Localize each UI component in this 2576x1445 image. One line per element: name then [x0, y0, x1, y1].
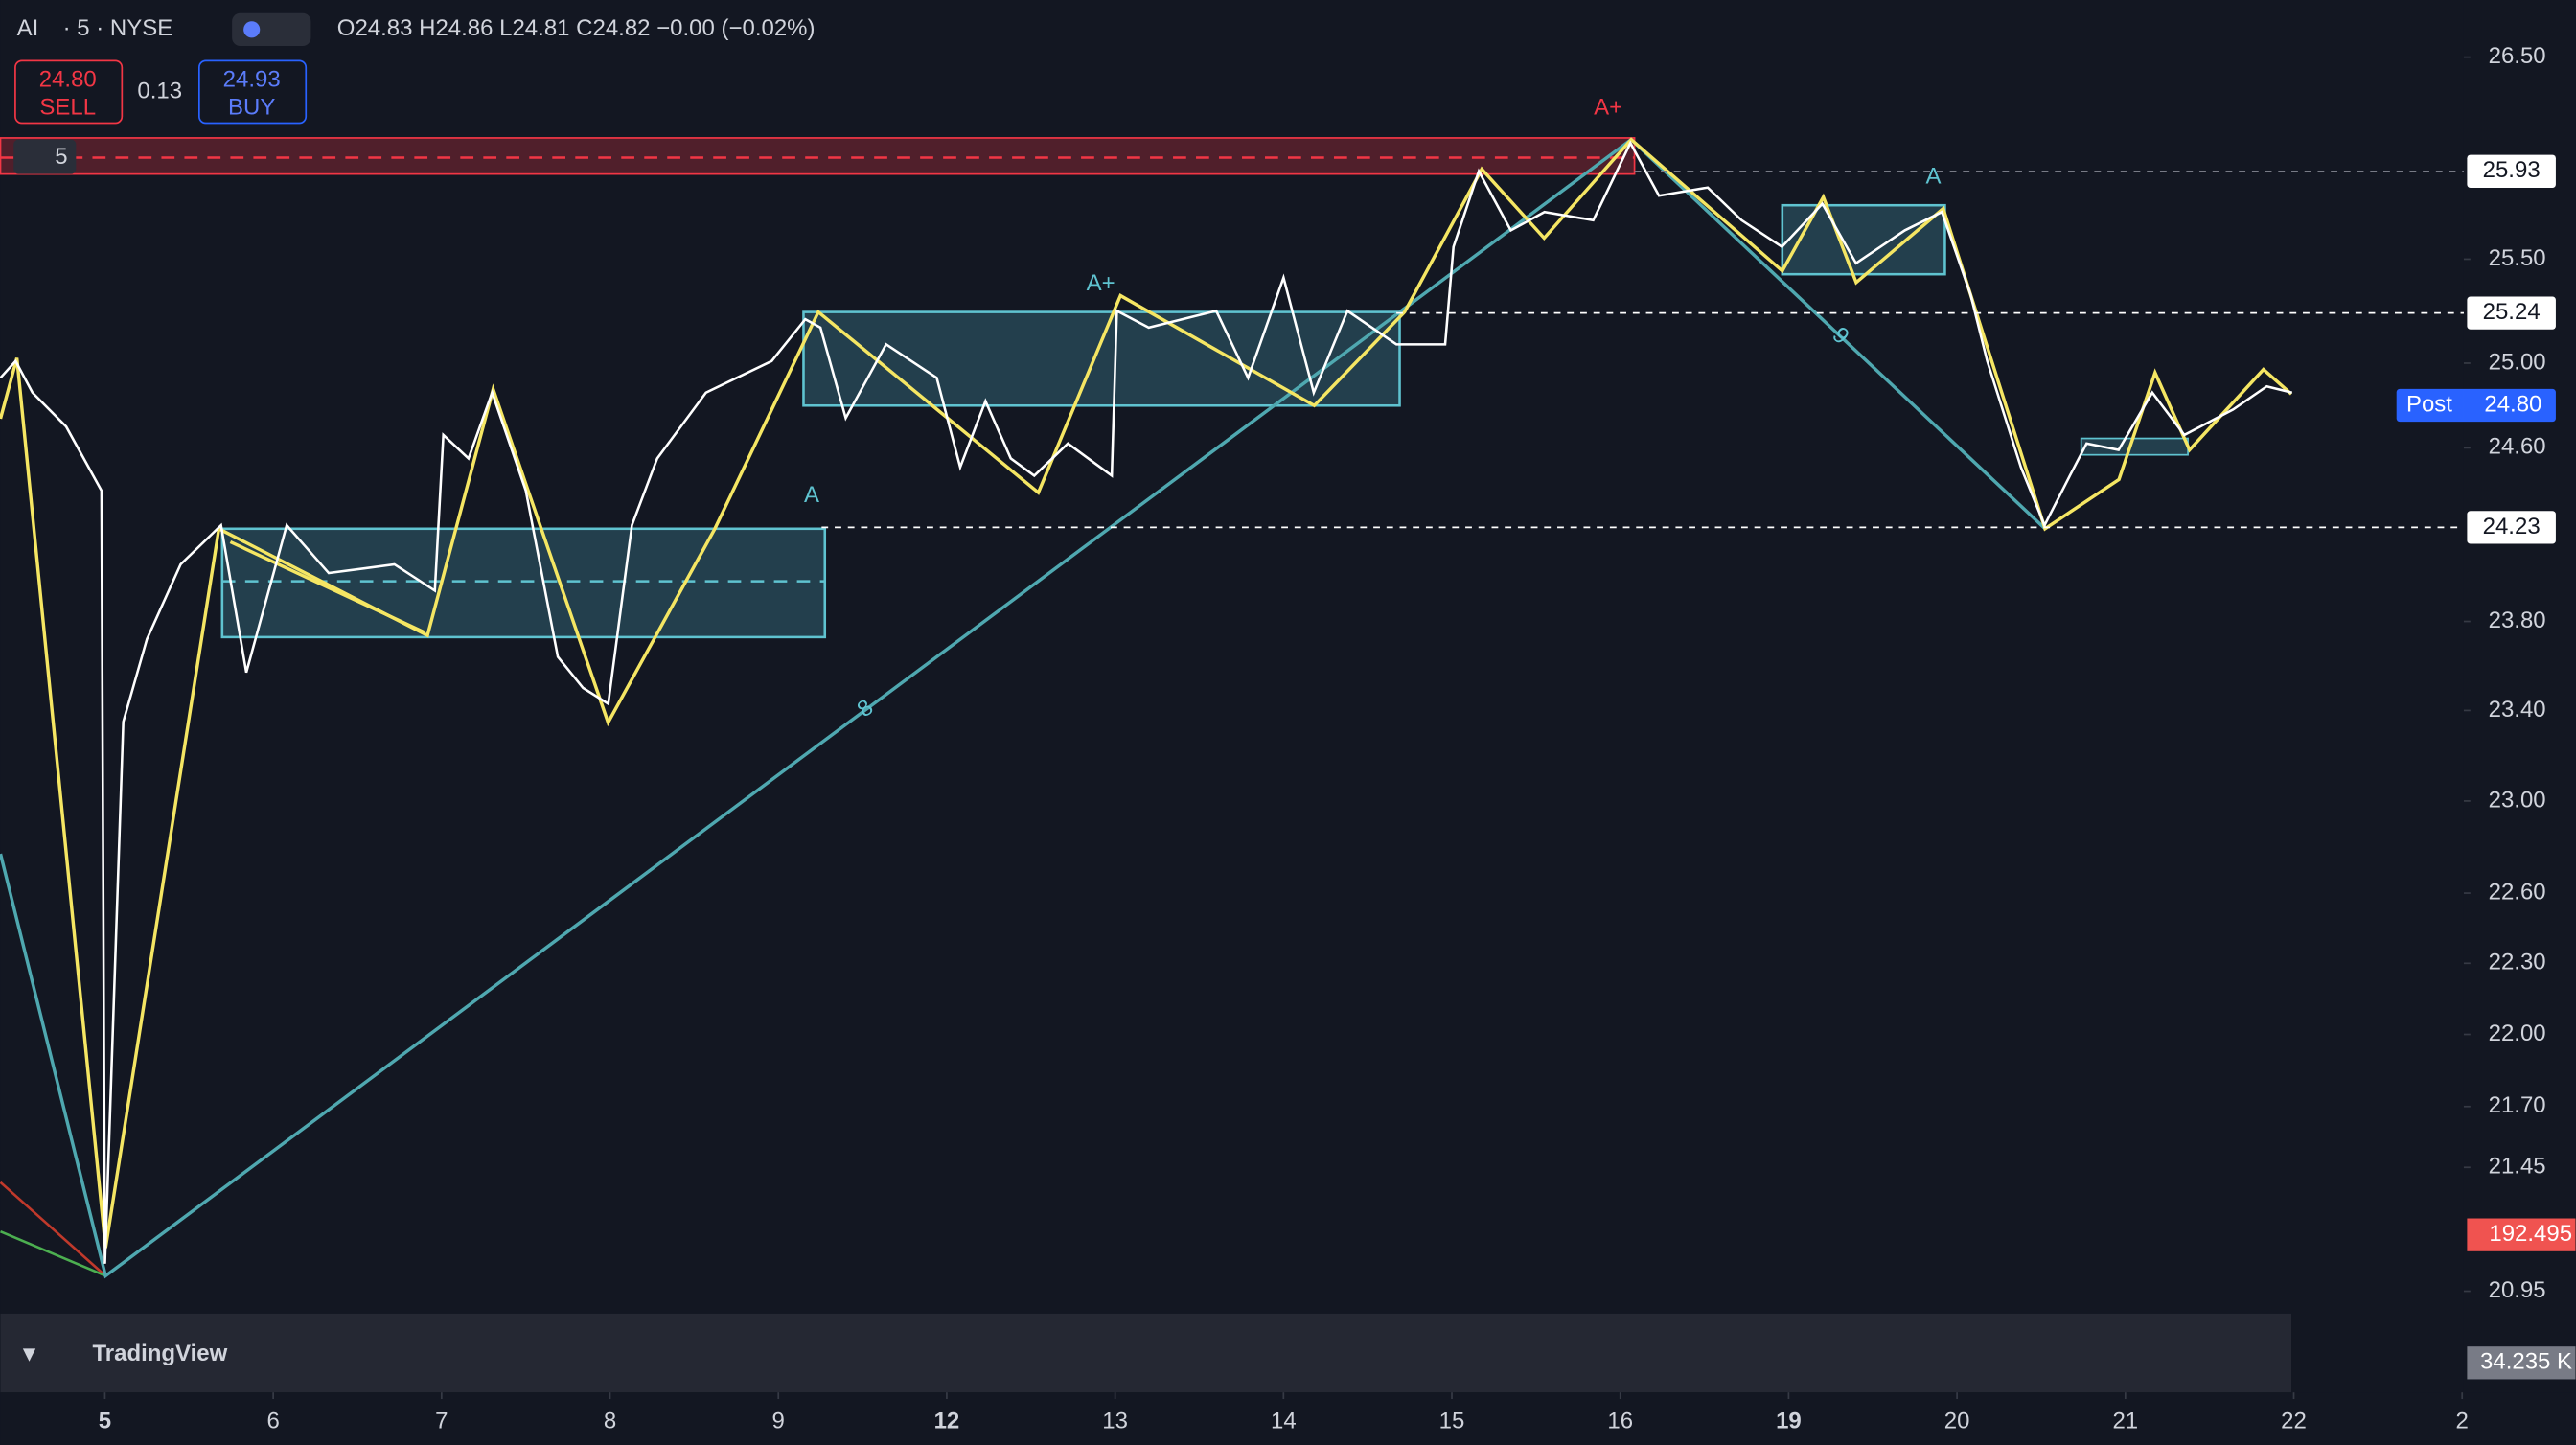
layers-toggle[interactable] — [13, 139, 77, 174]
volume-tag-label: 192.495 — [2489, 1221, 2572, 1247]
x-tick-label: 20 — [1944, 1408, 1970, 1434]
status-icon — [243, 21, 261, 38]
x-tick-label: 13 — [1102, 1408, 1128, 1434]
y-tick-label: 23.00 — [2489, 787, 2546, 813]
x-tick-label: 9 — [772, 1408, 785, 1434]
interval: · 5 · NYSE — [63, 15, 173, 41]
y-tick-label: 25.00 — [2489, 349, 2546, 375]
post-tag — [2396, 388, 2556, 423]
price-axis — [2463, 0, 2576, 1445]
volume-tag — [2467, 1346, 2576, 1380]
x-tick-label: 21 — [2112, 1408, 2138, 1434]
plot-area — [0, 137, 2293, 1393]
label-a-plus: A+ — [1594, 94, 1622, 120]
y-tick-label: 21.45 — [2489, 1154, 2546, 1180]
x-tick-label: 2 — [2456, 1408, 2469, 1434]
price-line — [0, 140, 2293, 1264]
volume-tag — [2467, 1218, 2576, 1251]
x-tick-label: 16 — [1607, 1408, 1633, 1434]
x-tick-label: 7 — [435, 1408, 448, 1434]
x-tick-label: 8 — [604, 1408, 616, 1434]
logo: TradingView — [92, 1341, 227, 1366]
y-tick-label: 21.70 — [2489, 1092, 2546, 1118]
volume-area — [0, 1313, 2292, 1393]
x-tick-label: 6 — [266, 1408, 279, 1434]
zigzag — [229, 539, 426, 634]
trend-line — [0, 1181, 107, 1277]
post-label: Post — [2406, 391, 2452, 417]
sell-button[interactable] — [14, 59, 124, 125]
logo-icon: ▾ — [23, 1341, 36, 1366]
ohlc: O24.83 H24.86 L24.81 C24.82 −0.00 (−0.02… — [337, 15, 816, 41]
x-tick-label: 22 — [2281, 1408, 2307, 1434]
label-a-plus: A+ — [1087, 270, 1116, 296]
label-a: A — [1925, 163, 1941, 189]
buy-label: BUY — [228, 94, 275, 120]
y-tick-label: 25.50 — [2489, 245, 2546, 271]
price-tag — [2467, 511, 2556, 544]
volume-tag-label: 34.235 K — [2480, 1349, 2572, 1375]
price-tag — [2467, 296, 2556, 330]
buy-price: 24.93 — [223, 66, 281, 92]
price-tag-label: 24.23 — [2483, 514, 2541, 539]
buy-button[interactable] — [198, 59, 308, 125]
sell-label: SELL — [39, 94, 96, 120]
wave-line — [0, 137, 2047, 1279]
x-tick-label: 14 — [1271, 1408, 1297, 1434]
time-axis — [0, 1392, 2576, 1445]
range-box — [802, 310, 1401, 407]
x-tick-label: 5 — [99, 1408, 111, 1434]
label-a: A — [804, 482, 819, 508]
sell-price: 24.80 — [39, 66, 97, 92]
supply-zone — [0, 137, 1636, 175]
post-value: 24.80 — [2484, 391, 2542, 417]
zigzag — [0, 137, 2293, 1249]
y-tick-label: 22.30 — [2489, 950, 2546, 975]
y-tick-label: 23.80 — [2489, 608, 2546, 633]
symbol: AI — [17, 15, 39, 41]
range-box — [1781, 203, 1946, 276]
range-box — [220, 527, 827, 639]
x-tick-label: 15 — [1439, 1408, 1465, 1434]
y-tick-label: 22.00 — [2489, 1021, 2546, 1046]
y-tick-label: 24.60 — [2489, 434, 2546, 460]
x-tick-label: 12 — [934, 1408, 960, 1434]
y-tick-label: 26.50 — [2489, 43, 2546, 69]
trend-line — [0, 1230, 106, 1277]
price-tag-label: 25.93 — [2483, 157, 2541, 183]
price-tag-label: 25.24 — [2483, 299, 2541, 325]
layer-count: 5 — [55, 144, 67, 170]
price-tag — [2467, 154, 2556, 188]
y-tick-label: 23.40 — [2489, 697, 2546, 722]
x-tick-label: 19 — [1776, 1408, 1802, 1434]
y-tick-label: 20.95 — [2489, 1277, 2546, 1303]
y-tick-label: 22.60 — [2489, 879, 2546, 905]
spread: 0.13 — [137, 78, 182, 103]
